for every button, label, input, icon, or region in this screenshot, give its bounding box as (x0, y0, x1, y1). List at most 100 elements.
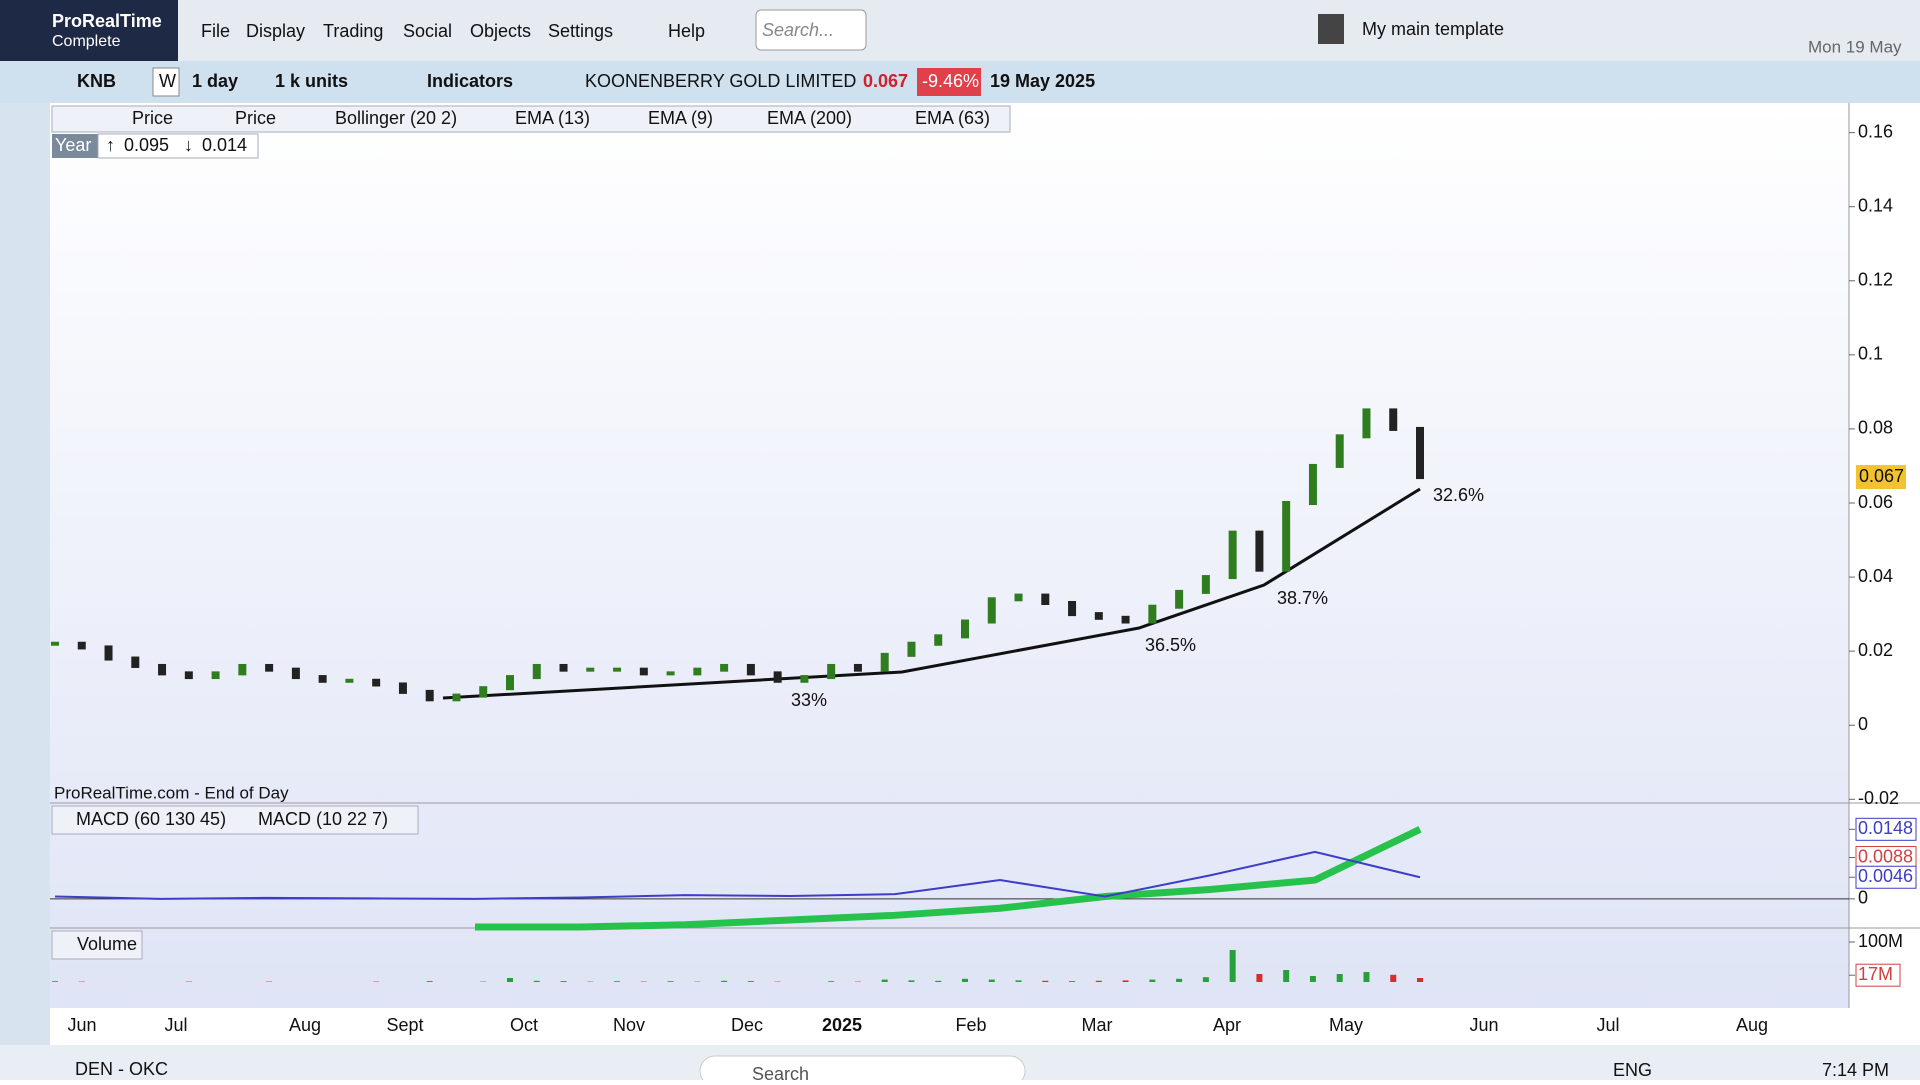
menu[interactable]: Trading (323, 21, 383, 41)
menu[interactable]: Objects (470, 21, 531, 41)
legend-item[interactable]: Price (235, 108, 276, 128)
candle (533, 664, 541, 679)
legend-item[interactable]: EMA (9) (648, 108, 713, 128)
volume-bar (882, 980, 888, 982)
volume-bar (1016, 980, 1022, 982)
candle (131, 657, 139, 668)
volume-bar (1337, 974, 1343, 982)
y-tick-label: 0.1 (1858, 344, 1883, 364)
legend-item[interactable]: Price (132, 108, 173, 128)
candle (1202, 575, 1210, 594)
x-tick-label: Nov (613, 1015, 645, 1035)
template[interactable]: My main template (1362, 19, 1504, 39)
y-tick-label: 0.12 (1858, 270, 1893, 290)
candle (1309, 464, 1317, 505)
volume-bar (52, 981, 58, 982)
candle (105, 645, 113, 660)
legend-item[interactable]: EMA (13) (515, 108, 590, 128)
candle (747, 664, 755, 675)
volume-bar (908, 980, 914, 982)
volume-bar (935, 981, 941, 982)
volume-bar (1417, 978, 1423, 982)
candle (212, 671, 220, 679)
y-tick-label: 0.0046 (1858, 866, 1913, 886)
candle (426, 690, 434, 701)
legend-item[interactable]: Bollinger (20 2) (335, 108, 457, 128)
candle (1282, 501, 1290, 572)
x-tick-label: Aug (1736, 1015, 1768, 1035)
candle (1229, 531, 1237, 579)
candle (827, 664, 835, 679)
y-tick-label: 0.16 (1858, 121, 1893, 141)
search-placeholder: Search... (762, 20, 834, 40)
candle (961, 620, 969, 639)
candle (292, 668, 300, 679)
language: ENG (1613, 1060, 1652, 1080)
x-tick-label: Sept (386, 1015, 423, 1035)
y-tick-label: 100M (1858, 931, 1903, 951)
candle (51, 642, 59, 646)
units[interactable]: 1 k units (275, 71, 348, 91)
interval[interactable]: 1 day (192, 71, 238, 91)
w: W (159, 71, 176, 91)
volume-bar (748, 981, 754, 982)
menu[interactable]: Settings (548, 21, 613, 41)
candle (452, 694, 460, 702)
as-of: 19 May 2025 (990, 71, 1095, 91)
y-tick-label: 0.14 (1858, 195, 1893, 215)
candle (1362, 408, 1370, 438)
x-tick-label: Jul (164, 1015, 187, 1035)
volume-bar (1069, 981, 1075, 982)
candle (372, 679, 380, 687)
taskbar-search-text: Search (752, 1064, 809, 1080)
help[interactable]: Help (668, 21, 705, 41)
y-tick-label: 0.06 (1858, 492, 1893, 512)
y-tick-label: 0 (1858, 888, 1868, 908)
taskbar-search[interactable] (700, 1056, 1025, 1080)
candle (158, 664, 166, 675)
menu[interactable]: Display (246, 21, 305, 41)
annotation: 38.7% (1277, 588, 1328, 608)
taskbar-widget[interactable]: DEN - OKC (75, 1059, 168, 1079)
volume-bar (1283, 970, 1289, 982)
candle (586, 668, 594, 672)
volume-bar (1230, 950, 1236, 982)
instrument: KOONENBERRY GOLD LIMITED (585, 71, 856, 91)
candle (560, 664, 568, 672)
candle (78, 642, 86, 650)
legend-item[interactable]: MACD (60 130 45) (76, 809, 226, 829)
legend-item[interactable]: EMA (63) (915, 108, 990, 128)
down-arrow: ↓ (184, 135, 193, 155)
volume-bar (1042, 981, 1048, 982)
period: Year (55, 135, 91, 155)
candle (1068, 601, 1076, 616)
y-tick-label: 0.0148 (1858, 818, 1913, 838)
y-tick-label: 0.02 (1858, 640, 1893, 660)
y-tick-label: 0 (1858, 714, 1868, 734)
indicators[interactable]: Indicators (427, 71, 513, 91)
x-tick-label: Dec (731, 1015, 763, 1035)
legend-item[interactable]: Volume (77, 934, 137, 954)
save-icon[interactable] (1318, 14, 1344, 44)
candle (506, 675, 514, 690)
candle (667, 671, 675, 675)
candle (1175, 590, 1183, 609)
menu[interactable]: File (201, 21, 230, 41)
menu[interactable]: Social (403, 21, 452, 41)
volume-bar (1149, 980, 1155, 982)
candle (319, 675, 327, 683)
volume-bar (561, 981, 567, 982)
last-price-label: 0.067 (1859, 466, 1904, 486)
x-tick-label: Apr (1213, 1015, 1241, 1035)
year-high: 0.095 (124, 135, 169, 155)
legend-item[interactable]: MACD (10 22 7) (258, 809, 388, 829)
candle (238, 664, 246, 675)
annotation: 32.6% (1433, 485, 1484, 505)
x-tick-label: Mar (1082, 1015, 1113, 1035)
y-tick-label: 0.0088 (1858, 846, 1913, 866)
legend-item[interactable]: EMA (200) (767, 108, 852, 128)
brand: ProRealTime (52, 11, 162, 31)
candle (640, 668, 648, 676)
candle (613, 668, 621, 672)
ticker[interactable]: KNB (77, 71, 116, 91)
